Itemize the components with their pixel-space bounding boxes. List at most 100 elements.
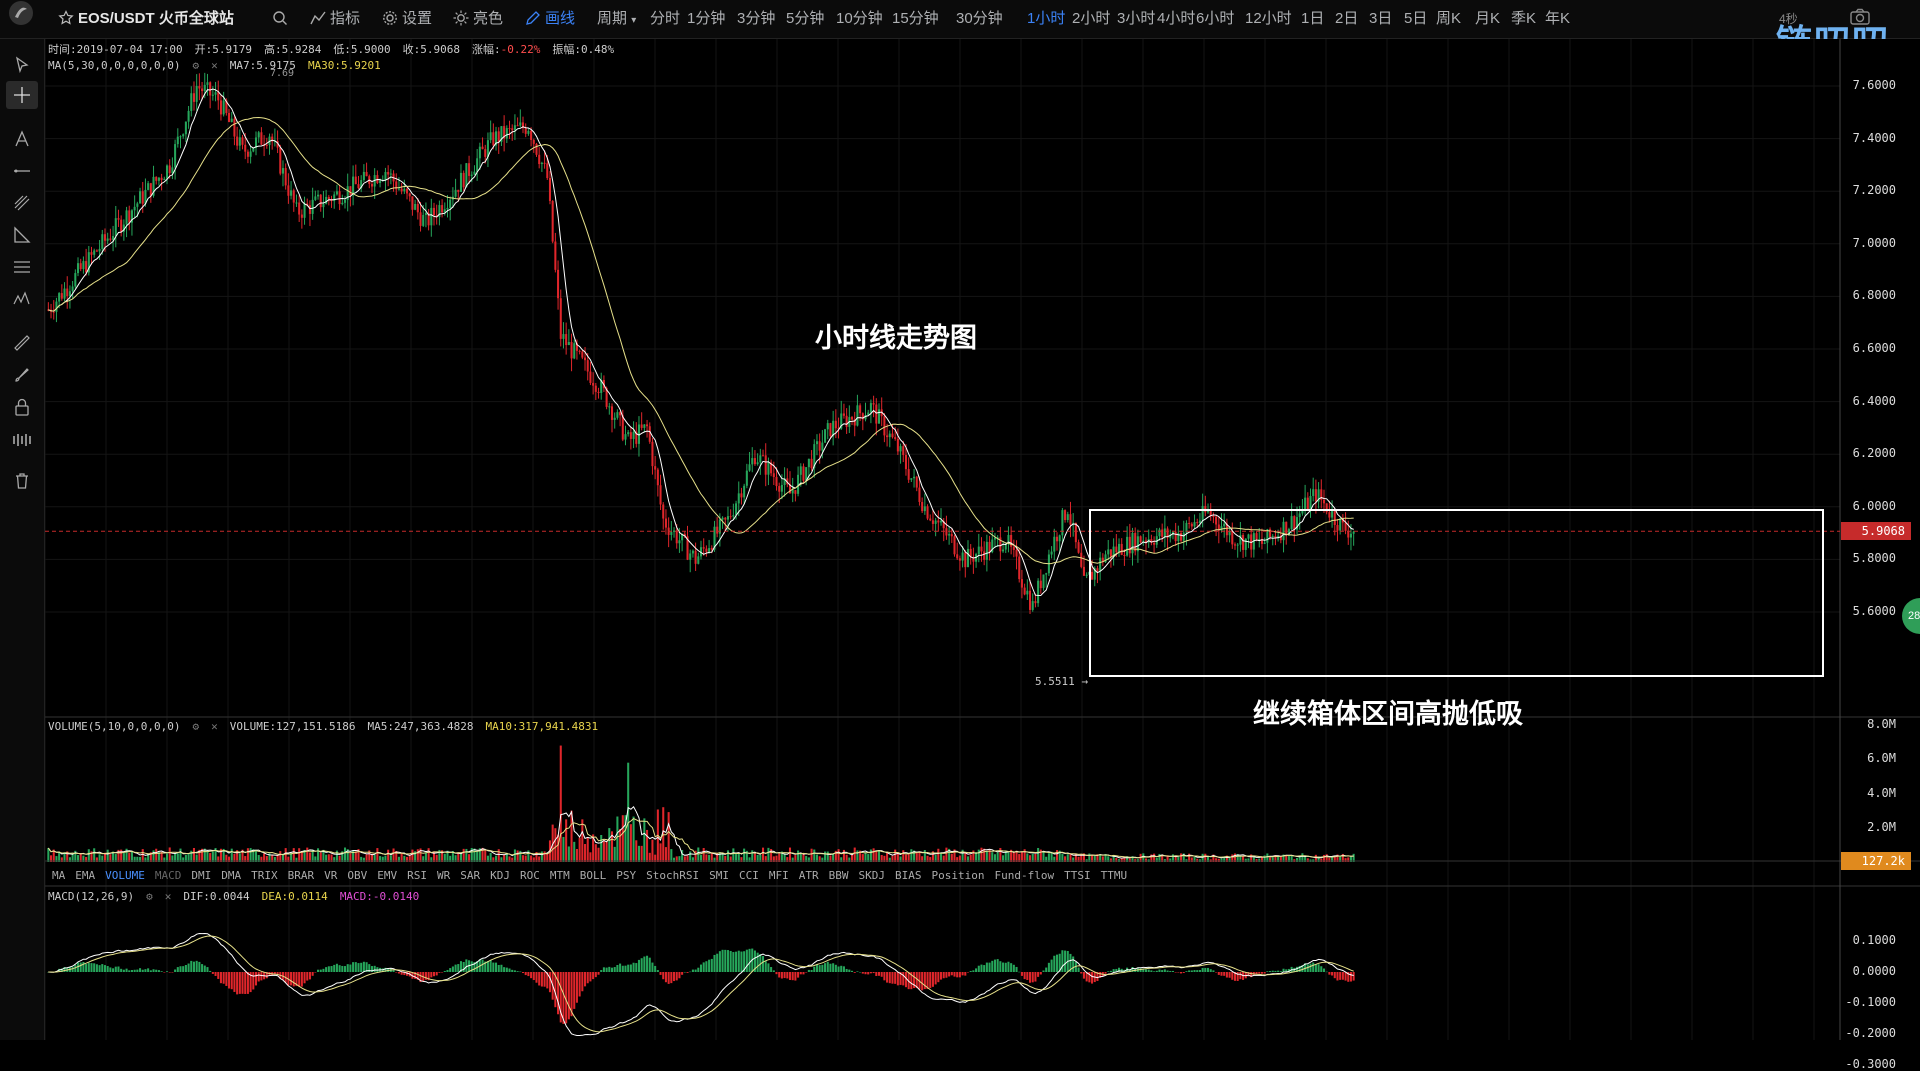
- interval-tab[interactable]: 2小时: [1072, 10, 1111, 27]
- candle-body: [1274, 535, 1277, 539]
- indicator-tab[interactable]: OBV: [347, 869, 368, 882]
- candle-body: [85, 261, 88, 273]
- indicator-tab[interactable]: ATR: [798, 869, 819, 882]
- delete-tool[interactable]: [6, 467, 38, 495]
- macd-settings-icon[interactable]: ⚙: [146, 890, 153, 903]
- macd-bar: [557, 972, 560, 1015]
- search-button[interactable]: [272, 0, 292, 38]
- indicator-tab[interactable]: TRIX: [251, 869, 278, 882]
- screenshot-button[interactable]: [1850, 0, 1874, 38]
- indicator-tab[interactable]: TTSI: [1064, 869, 1091, 882]
- interval-tab[interactable]: 1日: [1301, 10, 1325, 27]
- interval-tab[interactable]: 6小时: [1196, 10, 1235, 27]
- candle-body: [621, 415, 624, 440]
- symbol-selector[interactable]: EOS/USDT 火币全球站: [58, 0, 234, 38]
- interval-tab[interactable]: 周K: [1436, 10, 1462, 27]
- indicator-tab[interactable]: SMI: [709, 869, 729, 882]
- indicator-tab[interactable]: MA: [52, 869, 66, 882]
- chart-area[interactable]: [45, 39, 1920, 1040]
- volume-bar: [130, 851, 133, 862]
- indicator-tab[interactable]: DMA: [221, 869, 242, 882]
- fibonacci-tool[interactable]: [6, 253, 38, 281]
- indicator-tab[interactable]: BIAS: [894, 869, 922, 882]
- interval-tab[interactable]: 分时: [650, 10, 681, 27]
- ruler-tool[interactable]: [6, 329, 38, 357]
- indicator-tab[interactable]: SAR: [460, 869, 481, 882]
- brush-tool[interactable]: [6, 361, 38, 389]
- indicator-tab[interactable]: StochRSI: [646, 869, 700, 882]
- indicator-tab[interactable]: TTMU: [1100, 869, 1128, 882]
- indicator-tab[interactable]: MACD: [154, 869, 182, 882]
- period-dropdown[interactable]: 周期 ▾: [597, 0, 636, 38]
- indicator-tab[interactable]: KDJ: [490, 869, 510, 882]
- indicator-tab[interactable]: Fund-flow: [994, 869, 1055, 882]
- indicator-tab[interactable]: VR: [324, 869, 338, 882]
- visibility-tool[interactable]: [6, 425, 38, 453]
- text-tool[interactable]: [6, 125, 38, 153]
- indicator-tab[interactable]: EMV: [377, 869, 398, 882]
- interval-tab[interactable]: 5分钟: [786, 10, 825, 27]
- candle-body: [424, 212, 427, 216]
- interval-tab[interactable]: 10分钟: [836, 10, 883, 27]
- channel-tool[interactable]: [6, 189, 38, 217]
- candle-body: [276, 140, 279, 148]
- indicator-tab[interactable]: VOLUME: [105, 869, 145, 882]
- interval-tab[interactable]: 4小时: [1157, 10, 1196, 27]
- indicator-tab[interactable]: MTM: [549, 869, 570, 882]
- crosshair-tool[interactable]: [6, 81, 38, 109]
- interval-tab[interactable]: 月K: [1475, 10, 1501, 27]
- volume-close-icon[interactable]: ✕: [211, 720, 218, 733]
- macd-bar: [109, 967, 112, 972]
- interval-tab[interactable]: 季K: [1511, 10, 1537, 27]
- interval-tab[interactable]: 3小时: [1117, 10, 1156, 27]
- macd-bar: [921, 972, 924, 991]
- interval-tab[interactable]: 1分钟: [687, 10, 726, 27]
- indicator-tab[interactable]: CCI: [738, 869, 759, 882]
- interval-tab[interactable]: 年K: [1545, 10, 1571, 27]
- interval-tab[interactable]: 3分钟: [737, 10, 776, 27]
- macd-bar: [948, 972, 951, 977]
- indicator-tab[interactable]: MFI: [768, 869, 789, 882]
- interval-tab[interactable]: 30分钟: [956, 10, 1003, 27]
- indicator-tab[interactable]: EMA: [75, 869, 96, 882]
- brightness-button[interactable]: 亮色: [453, 0, 503, 38]
- candle-body: [980, 546, 983, 552]
- online-badge[interactable]: 28: [1902, 598, 1920, 634]
- ma-settings-icon[interactable]: ⚙: [192, 59, 200, 72]
- indicator-tab[interactable]: RSI: [407, 869, 427, 882]
- indicator-tab[interactable]: PSY: [616, 869, 637, 882]
- indicator-tab[interactable]: ROC: [520, 869, 540, 882]
- macd-bar: [654, 965, 657, 972]
- volume-bar: [327, 854, 330, 862]
- app-logo-icon[interactable]: [8, 0, 38, 38]
- interval-tab[interactable]: 2日: [1335, 10, 1359, 27]
- ma-close-icon[interactable]: ✕: [211, 59, 218, 72]
- volume-bar: [530, 855, 533, 862]
- interval-tab[interactable]: 15分钟: [892, 10, 939, 27]
- volume-bar: [139, 856, 142, 862]
- macd-close-icon[interactable]: ✕: [164, 890, 172, 903]
- indicator-tab[interactable]: BBW: [828, 869, 849, 882]
- interval-tab[interactable]: 12小时: [1245, 10, 1292, 27]
- volume-bar: [228, 856, 231, 862]
- volume-settings-icon[interactable]: ⚙: [192, 720, 200, 733]
- indicator-tab[interactable]: SKDJ: [858, 869, 885, 882]
- indicator-tab[interactable]: BOLL: [579, 869, 607, 882]
- interval-tab[interactable]: 5日: [1404, 10, 1428, 27]
- interval-tab[interactable]: 1小时: [1027, 10, 1066, 27]
- volume-bar: [241, 849, 244, 862]
- interval-tab[interactable]: 3日: [1369, 10, 1393, 27]
- lock-tool[interactable]: [6, 393, 38, 421]
- indicator-tab[interactable]: Position: [931, 869, 985, 882]
- indicator-tab[interactable]: WR: [437, 869, 451, 882]
- cursor-arrow-tool[interactable]: [6, 51, 38, 79]
- wave-tool[interactable]: [6, 285, 38, 313]
- draw-button[interactable]: 画线: [525, 0, 575, 38]
- triangle-tool[interactable]: [6, 221, 38, 249]
- indicator-tab[interactable]: BRAR: [287, 869, 315, 882]
- line-tool[interactable]: [6, 157, 38, 185]
- indicator-tab[interactable]: DMI: [191, 869, 212, 882]
- settings-button[interactable]: 设置: [382, 0, 432, 38]
- indicator-button[interactable]: 指标: [310, 0, 360, 38]
- star-icon[interactable]: [58, 10, 74, 26]
